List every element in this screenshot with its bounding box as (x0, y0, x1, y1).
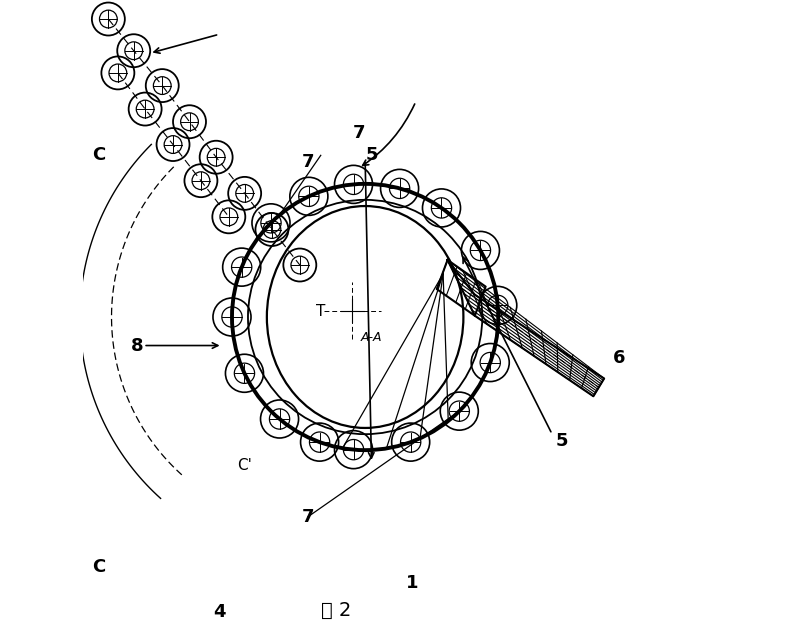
Text: 图 2: 图 2 (322, 601, 352, 620)
Text: 5: 5 (366, 146, 378, 164)
Text: C: C (92, 146, 106, 164)
Text: 7: 7 (302, 508, 314, 526)
Text: C': C' (238, 458, 252, 474)
Text: 6: 6 (613, 349, 625, 367)
Text: 7: 7 (302, 153, 314, 171)
Text: 5: 5 (555, 432, 568, 450)
Text: 4: 4 (213, 603, 226, 621)
Text: T: T (316, 304, 326, 320)
Text: A-A: A-A (361, 331, 382, 344)
Text: 7: 7 (353, 124, 365, 142)
Text: C: C (92, 559, 106, 576)
Text: 1: 1 (406, 574, 419, 592)
Text: 8: 8 (130, 337, 143, 354)
